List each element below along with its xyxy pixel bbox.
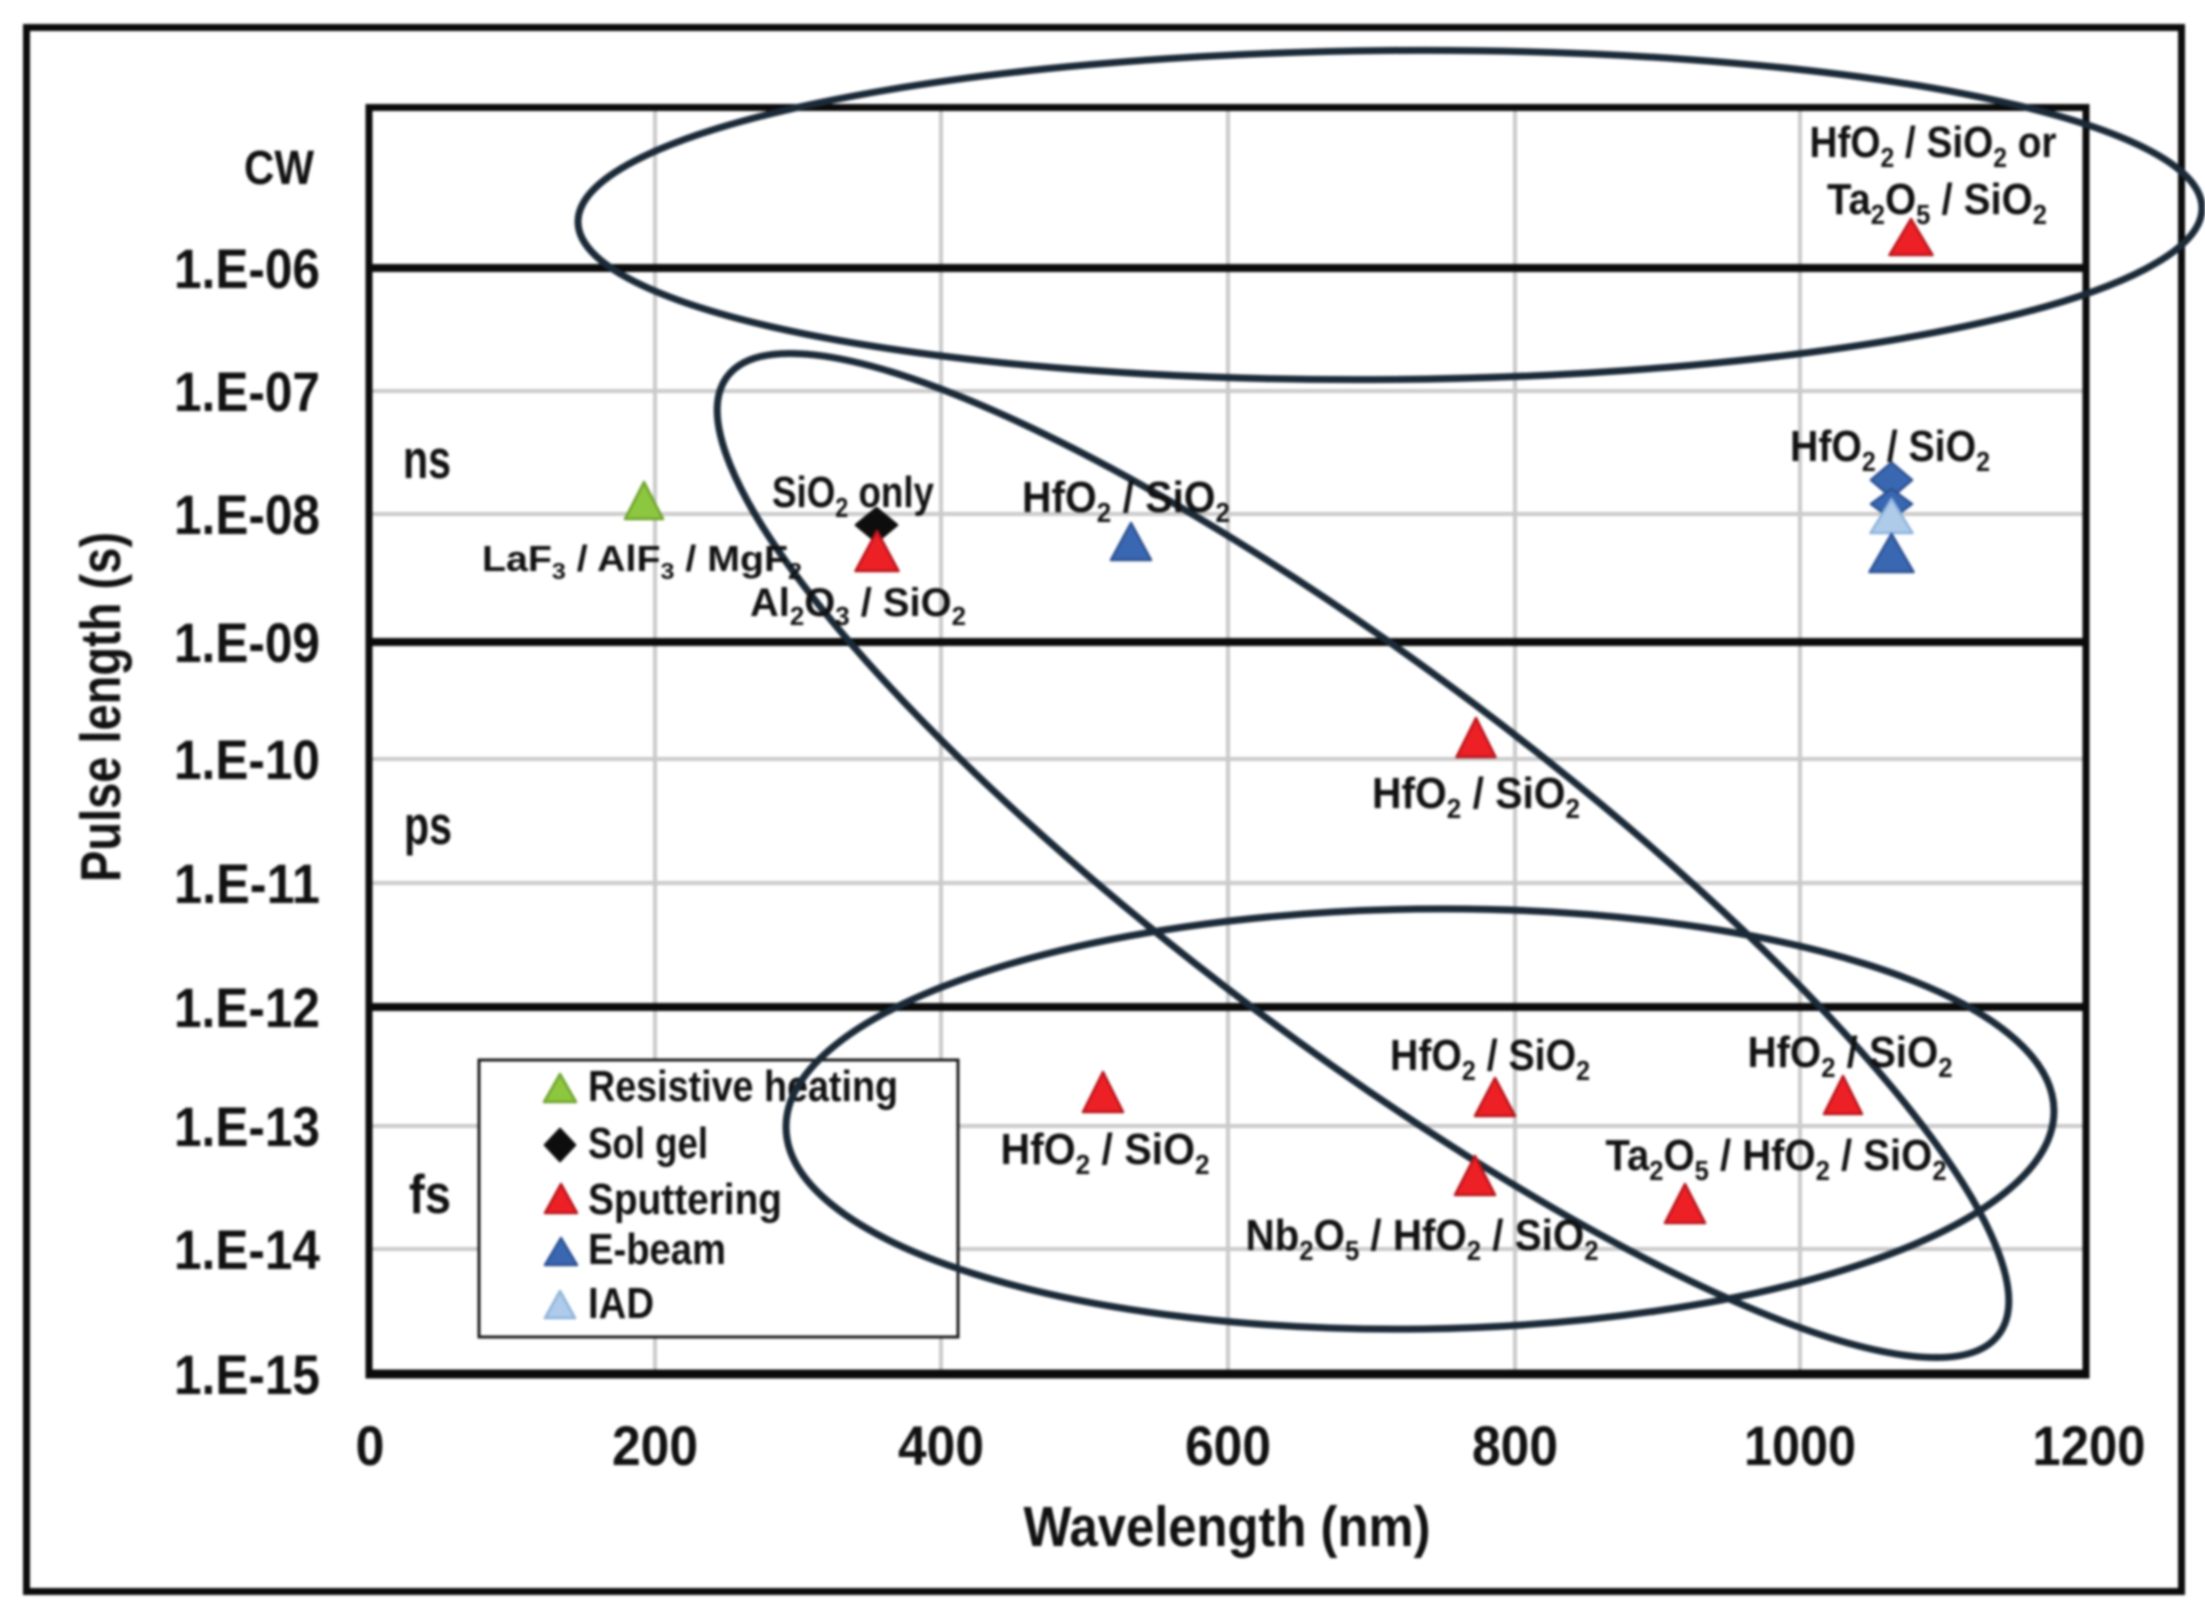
svg-text:200: 200 [612, 1414, 698, 1477]
svg-text:Nb2​O5​ / HfO2​ / SiO2​: Nb2​O5​ / HfO2​ / SiO2​ [1246, 1211, 1599, 1266]
svg-text:1.E-14: 1.E-14 [174, 1218, 320, 1281]
svg-text:1.E-07: 1.E-07 [174, 360, 320, 423]
svg-text:HfO2​ / SiO2​: HfO2​ / SiO2​ [1390, 1031, 1590, 1086]
svg-text:1.E-12: 1.E-12 [174, 976, 320, 1039]
svg-text:HfO2​ / SiO2​ or: HfO2​ / SiO2​ or [1810, 118, 2057, 173]
svg-text:Ta2​O5​ / SiO2​: Ta2​O5​ / SiO2​ [1827, 175, 2047, 230]
svg-text:HfO2​ / SiO2​: HfO2​ / SiO2​ [1001, 1125, 1210, 1180]
svg-text:1.E-10: 1.E-10 [174, 728, 320, 791]
svg-text:1.E-15: 1.E-15 [174, 1343, 320, 1406]
svg-text:HfO2​ / SiO2​: HfO2​ / SiO2​ [1748, 1028, 1953, 1083]
svg-text:ns: ns [403, 428, 451, 490]
svg-text:1.E-11: 1.E-11 [174, 852, 320, 915]
svg-text:E-beam: E-beam [588, 1225, 726, 1274]
svg-text:1000: 1000 [1744, 1414, 1856, 1477]
svg-text:SiO2​ only: SiO2​ only [772, 468, 934, 523]
svg-text:Sputtering: Sputtering [588, 1175, 782, 1224]
svg-text:Ta2​O5​ / HfO2​ / SiO2​: Ta2​O5​ / HfO2​ / SiO2​ [1606, 1131, 1947, 1186]
svg-text:Al2​O3​ / SiO2​: Al2​O3​ / SiO2​ [750, 581, 966, 631]
svg-text:HfO2​ / SiO2​: HfO2​ / SiO2​ [1022, 473, 1230, 528]
svg-text:1200: 1200 [2033, 1414, 2146, 1477]
svg-text:0: 0 [356, 1414, 385, 1477]
svg-text:Sol gel: Sol gel [588, 1119, 708, 1168]
svg-text:600: 600 [1185, 1414, 1271, 1477]
svg-text:1.E-09: 1.E-09 [174, 611, 320, 674]
svg-text:1.E-08: 1.E-08 [174, 483, 320, 546]
svg-text:Wavelength (nm): Wavelength (nm) [1024, 1495, 1431, 1559]
svg-text:HfO2​ / SiO2​: HfO2​ / SiO2​ [1372, 769, 1580, 824]
svg-text:fs: fs [409, 1163, 451, 1225]
svg-text:1.E-13: 1.E-13 [174, 1095, 320, 1158]
svg-text:400: 400 [898, 1414, 984, 1477]
svg-text:ps: ps [404, 794, 452, 856]
svg-text:HfO2​ / SiO2​: HfO2​ / SiO2​ [1790, 422, 1990, 477]
svg-text:1.E-06: 1.E-06 [174, 237, 320, 300]
svg-text:CW: CW [244, 142, 315, 195]
svg-text:Resistive heating: Resistive heating [588, 1062, 898, 1111]
svg-text:IAD: IAD [588, 1279, 654, 1328]
svg-text:Pulse length (s): Pulse length (s) [69, 532, 133, 882]
svg-text:800: 800 [1472, 1414, 1558, 1477]
